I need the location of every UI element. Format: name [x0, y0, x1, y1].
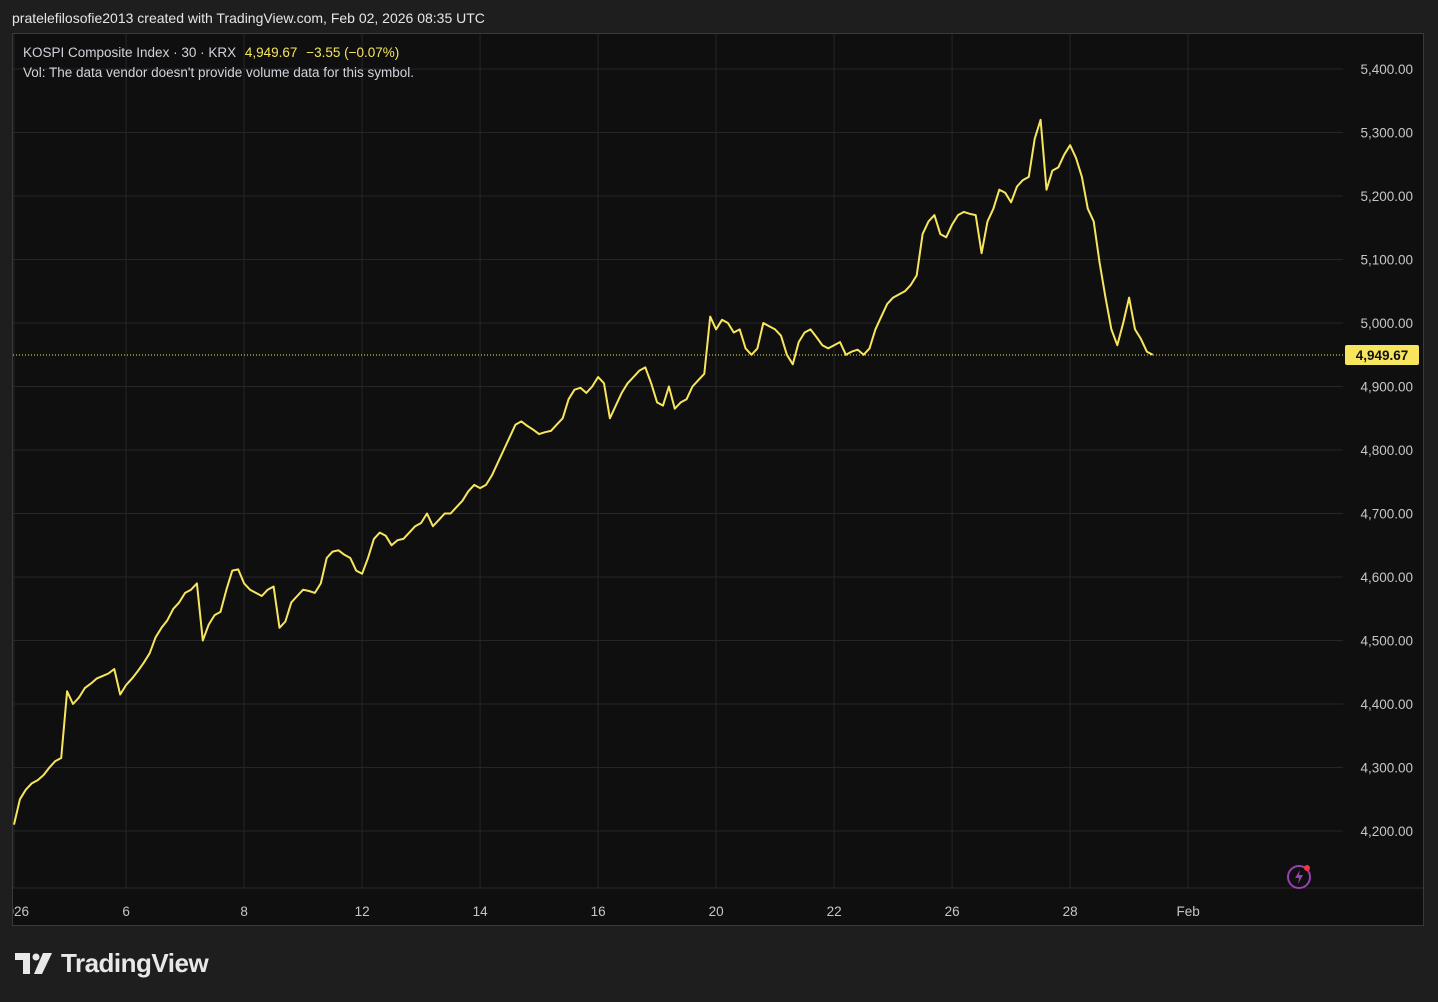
symbol-legend: KOSPI Composite Index · 30 · KRX 4,949.6… — [23, 45, 414, 80]
x-tick-label: 20 — [709, 904, 724, 919]
x-tick-label: 8 — [240, 904, 248, 919]
chart-panel[interactable]: 4,200.00 4,300.00 4,400.00 4,500.00 4,600.00… — [12, 33, 1424, 926]
y-tick-label: 4,200.00 — [1360, 824, 1413, 839]
brand-name: TradingView — [61, 948, 209, 978]
y-tick-label: 5,100.00 — [1360, 253, 1413, 268]
x-tick-label: 22 — [827, 904, 842, 919]
volume-note: Vol: The data vendor doesn't provide vol… — [23, 65, 415, 80]
symbol-label[interactable]: KOSPI Composite Index · 30 · KRX — [23, 45, 237, 60]
lightning-bolt-icon[interactable] — [1286, 863, 1312, 889]
tradingview-logo-icon — [15, 952, 52, 974]
y-tick-label: 4,600.00 — [1360, 570, 1413, 585]
x-tick-label: 28 — [1063, 904, 1078, 919]
y-tick-label: 4,500.00 — [1360, 634, 1413, 649]
x-tick-label: 6 — [122, 904, 130, 919]
y-tick-label: 4,300.00 — [1360, 761, 1413, 776]
x-tick-label: 26 — [945, 904, 960, 919]
last-price-value: 4,949.67 — [244, 45, 298, 60]
last-price-badge-label: 4,949.67 — [1356, 348, 1409, 363]
y-tick-label: 5,400.00 — [1360, 62, 1413, 77]
price-series-line[interactable] — [13, 118, 1154, 825]
y-tick-label: 5,300.00 — [1360, 126, 1413, 141]
last-price-badge — [1345, 344, 1419, 365]
price-change-value: −3.55 (−0.07%) — [306, 45, 400, 60]
tradingview-logo[interactable]: TradingView — [15, 948, 209, 979]
x-tick-label: 16 — [591, 904, 606, 919]
chart-caption: pratelefilosofie2013 created with Tradin… — [12, 10, 485, 26]
x-tick-label: 2026 — [13, 904, 29, 919]
y-tick-label: 4,400.00 — [1360, 697, 1413, 712]
x-tick-label: Feb — [1176, 904, 1199, 919]
y-tick-label: 4,900.00 — [1360, 380, 1413, 395]
x-tick-label: 14 — [473, 904, 489, 919]
y-tick-label: 5,000.00 — [1360, 316, 1413, 331]
x-tick-label: 12 — [355, 904, 370, 919]
y-tick-label: 4,700.00 — [1360, 507, 1413, 522]
line-chart[interactable]: 4,200.00 4,300.00 4,400.00 4,500.00 4,600.00… — [13, 34, 1423, 925]
y-tick-label: 4,800.00 — [1360, 443, 1413, 458]
y-tick-label: 5,200.00 — [1360, 189, 1413, 204]
